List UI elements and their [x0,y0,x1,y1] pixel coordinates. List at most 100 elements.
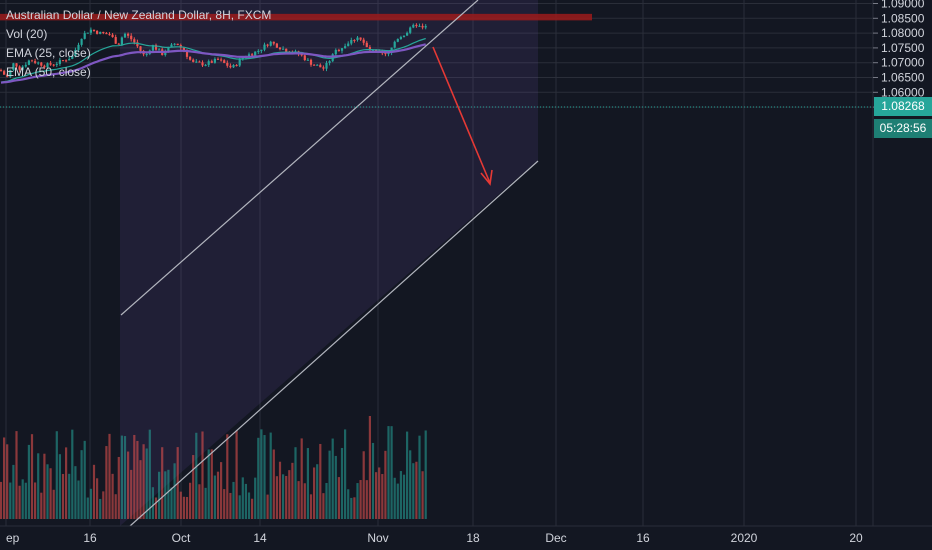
volume-bar [43,453,46,519]
volume-bar [213,475,216,519]
volume-bar [362,451,365,519]
volume-bar [313,467,316,519]
candle-body [313,64,316,66]
candle-body [189,56,192,60]
candle-body [102,31,105,34]
symbol-title[interactable]: Australian Dollar / New Zealand Dollar, … [6,8,272,22]
projection-arrow[interactable] [432,46,491,184]
candle-body [167,47,170,52]
volume-bar [151,487,154,519]
candle-body [127,33,130,36]
candle-body [350,39,353,44]
volume-bar [37,453,40,519]
channel-lower-line[interactable] [129,160,539,527]
price-tick-label: 1.09000 [881,0,925,11]
candle-body [334,49,337,55]
candle-body [108,34,111,36]
current-price-tag: 1.08268 [874,97,932,116]
channel-upper-line[interactable] [120,0,479,316]
candle-body [275,43,278,48]
volume-bar [40,492,43,519]
volume-bar [340,447,344,519]
volume-bar [384,450,387,519]
volume-bar [328,450,331,519]
volume-bar [0,481,3,519]
candle-body [40,62,43,66]
candle-body [46,63,49,68]
candle-body [12,63,15,70]
candle-body [55,63,58,65]
candle-body [424,26,427,28]
volume-bar [74,466,77,519]
volume-bar [263,435,266,519]
volume-bar [226,434,229,519]
volume-bar [406,431,409,519]
candle-body [278,47,282,50]
volume-bar [117,456,120,519]
candle-body [368,47,371,51]
candle-body [207,61,210,65]
volume-bar [198,484,201,519]
volume-bar [65,447,68,519]
candle-body [176,43,179,46]
time-tick-label: 18 [466,531,480,545]
volume-bar [378,467,381,519]
candle-body [337,49,340,51]
volume-bar [396,483,399,519]
candle-body [269,41,272,46]
channel-lines[interactable] [120,0,539,527]
candle-body [303,55,306,61]
candle-body [120,37,123,45]
candle-body [282,48,285,50]
candle-body [353,39,356,41]
volume-bar [167,469,170,519]
legend-ema-25[interactable]: EMA (25, close) [6,46,91,60]
volume-bar [58,454,61,519]
volume-bar [220,462,223,519]
volume-bar [254,477,257,519]
candle-body [198,61,201,63]
volume-bar [49,468,52,519]
volume-bar [238,495,241,519]
volume-bar [83,440,86,519]
volume-bar [350,497,353,519]
volume-bar [55,431,58,519]
time-tick-label: 16 [636,531,650,545]
candle-body [247,54,251,58]
candle-body [347,43,350,47]
candle-body [30,60,34,62]
volume-bar [105,446,108,519]
volume-bar [189,482,192,519]
volume-bar [275,476,278,519]
candle-body [409,27,412,33]
candle-body [204,64,207,66]
volume-bar [80,450,83,519]
projection-arrow-head [480,169,493,186]
volume-bar [18,485,21,519]
volume-bar [418,435,421,519]
volume-bar [216,471,220,519]
volume-bar [9,482,12,519]
volume-bar [303,483,306,519]
volume-bar [12,464,15,519]
candle-body [136,42,139,47]
candle-body [340,48,344,51]
volume-bar [235,430,238,519]
legend-ema-50[interactable]: EMA (50, close) [6,65,91,79]
volume-bar [229,492,232,519]
candle-body [43,65,46,68]
volume-bar [111,473,114,519]
legend-volume[interactable]: Vol (20) [6,27,48,41]
time-tick-label: 2020 [731,531,758,545]
volume-bar [334,455,337,519]
time-axis[interactable]: ep 16 Oct 14 Nov 18 Dec 16 2020 20 [6,531,863,545]
volume-bar [102,491,105,519]
volume-bar [241,477,244,519]
volume-bar [353,497,356,519]
candle-body [21,66,24,70]
volume-bar [96,478,99,519]
volume-bar [359,480,362,519]
volume-bar [412,463,415,519]
